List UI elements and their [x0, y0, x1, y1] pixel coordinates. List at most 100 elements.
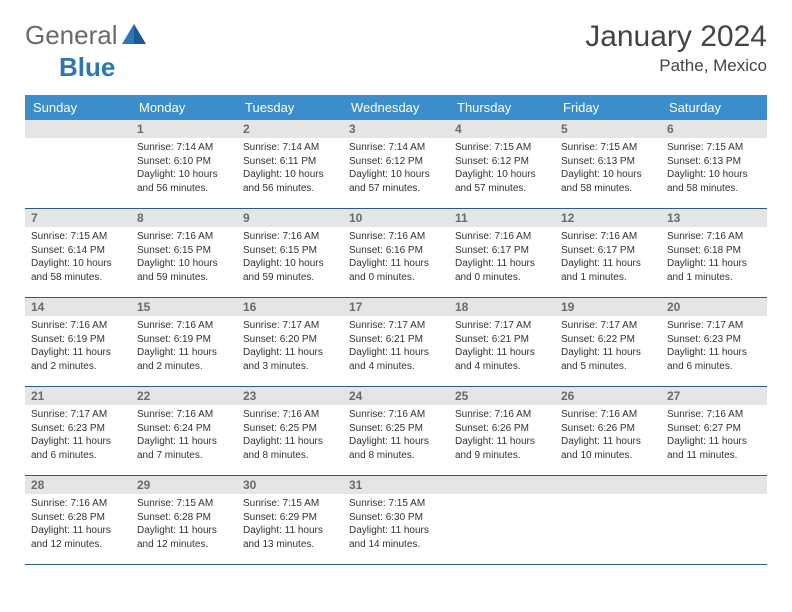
day-body: Sunrise: 7:16 AMSunset: 6:17 PMDaylight:… [555, 227, 661, 290]
calendar-day-cell: 21Sunrise: 7:17 AMSunset: 6:23 PMDayligh… [25, 387, 131, 476]
day-number: 5 [555, 120, 661, 138]
calendar-day-cell: 23Sunrise: 7:16 AMSunset: 6:25 PMDayligh… [237, 387, 343, 476]
calendar-day-cell: 27Sunrise: 7:16 AMSunset: 6:27 PMDayligh… [661, 387, 767, 476]
day-number: 29 [131, 476, 237, 494]
day-body: Sunrise: 7:16 AMSunset: 6:15 PMDaylight:… [237, 227, 343, 290]
day-number: 12 [555, 209, 661, 227]
day-body: Sunrise: 7:16 AMSunset: 6:19 PMDaylight:… [25, 316, 131, 379]
calendar-day-cell [555, 476, 661, 565]
calendar-day-cell: 2Sunrise: 7:14 AMSunset: 6:11 PMDaylight… [237, 120, 343, 209]
weekday-header-row: SundayMondayTuesdayWednesdayThursdayFrid… [25, 95, 767, 120]
day-body: Sunrise: 7:14 AMSunset: 6:12 PMDaylight:… [343, 138, 449, 201]
day-number: 3 [343, 120, 449, 138]
day-number: 7 [25, 209, 131, 227]
day-body: Sunrise: 7:16 AMSunset: 6:15 PMDaylight:… [131, 227, 237, 290]
day-body: Sunrise: 7:15 AMSunset: 6:13 PMDaylight:… [661, 138, 767, 201]
weekday-header: Friday [555, 95, 661, 120]
calendar-day-cell: 16Sunrise: 7:17 AMSunset: 6:20 PMDayligh… [237, 298, 343, 387]
day-body: Sunrise: 7:17 AMSunset: 6:23 PMDaylight:… [661, 316, 767, 379]
day-number: 31 [343, 476, 449, 494]
month-title: January 2024 [585, 20, 767, 54]
day-number: 6 [661, 120, 767, 138]
day-body: Sunrise: 7:17 AMSunset: 6:20 PMDaylight:… [237, 316, 343, 379]
calendar-day-cell: 14Sunrise: 7:16 AMSunset: 6:19 PMDayligh… [25, 298, 131, 387]
day-number: 9 [237, 209, 343, 227]
day-body: Sunrise: 7:16 AMSunset: 6:25 PMDaylight:… [343, 405, 449, 468]
weekday-header: Thursday [449, 95, 555, 120]
calendar-body: 1Sunrise: 7:14 AMSunset: 6:10 PMDaylight… [25, 120, 767, 565]
calendar-week-row: 21Sunrise: 7:17 AMSunset: 6:23 PMDayligh… [25, 387, 767, 476]
logo-triangle-icon [122, 22, 146, 44]
day-number: 2 [237, 120, 343, 138]
day-number: 4 [449, 120, 555, 138]
calendar-day-cell: 3Sunrise: 7:14 AMSunset: 6:12 PMDaylight… [343, 120, 449, 209]
day-number: 30 [237, 476, 343, 494]
logo-text-blue: Blue [59, 52, 115, 82]
calendar-week-row: 14Sunrise: 7:16 AMSunset: 6:19 PMDayligh… [25, 298, 767, 387]
day-number: 20 [661, 298, 767, 316]
day-number: 8 [131, 209, 237, 227]
day-body: Sunrise: 7:14 AMSunset: 6:11 PMDaylight:… [237, 138, 343, 201]
calendar-day-cell: 4Sunrise: 7:15 AMSunset: 6:12 PMDaylight… [449, 120, 555, 209]
weekday-header: Monday [131, 95, 237, 120]
calendar-week-row: 7Sunrise: 7:15 AMSunset: 6:14 PMDaylight… [25, 209, 767, 298]
day-number: 19 [555, 298, 661, 316]
calendar-table: SundayMondayTuesdayWednesdayThursdayFrid… [25, 95, 767, 565]
weekday-header: Sunday [25, 95, 131, 120]
calendar-day-cell: 22Sunrise: 7:16 AMSunset: 6:24 PMDayligh… [131, 387, 237, 476]
calendar-day-cell: 17Sunrise: 7:17 AMSunset: 6:21 PMDayligh… [343, 298, 449, 387]
day-body: Sunrise: 7:14 AMSunset: 6:10 PMDaylight:… [131, 138, 237, 201]
calendar-day-cell: 8Sunrise: 7:16 AMSunset: 6:15 PMDaylight… [131, 209, 237, 298]
day-body: Sunrise: 7:16 AMSunset: 6:17 PMDaylight:… [449, 227, 555, 290]
day-number: 21 [25, 387, 131, 405]
weekday-header: Tuesday [237, 95, 343, 120]
calendar-day-cell: 15Sunrise: 7:16 AMSunset: 6:19 PMDayligh… [131, 298, 237, 387]
day-body: Sunrise: 7:17 AMSunset: 6:22 PMDaylight:… [555, 316, 661, 379]
day-body: Sunrise: 7:16 AMSunset: 6:18 PMDaylight:… [661, 227, 767, 290]
calendar-day-cell: 18Sunrise: 7:17 AMSunset: 6:21 PMDayligh… [449, 298, 555, 387]
calendar-day-cell [661, 476, 767, 565]
calendar-day-cell: 26Sunrise: 7:16 AMSunset: 6:26 PMDayligh… [555, 387, 661, 476]
day-number: 22 [131, 387, 237, 405]
day-body: Sunrise: 7:16 AMSunset: 6:28 PMDaylight:… [25, 494, 131, 557]
calendar-day-cell: 20Sunrise: 7:17 AMSunset: 6:23 PMDayligh… [661, 298, 767, 387]
day-number: 28 [25, 476, 131, 494]
day-body: Sunrise: 7:16 AMSunset: 6:25 PMDaylight:… [237, 405, 343, 468]
day-number: 18 [449, 298, 555, 316]
calendar-day-cell: 10Sunrise: 7:16 AMSunset: 6:16 PMDayligh… [343, 209, 449, 298]
day-number: 14 [25, 298, 131, 316]
calendar-day-cell: 24Sunrise: 7:16 AMSunset: 6:25 PMDayligh… [343, 387, 449, 476]
day-body: Sunrise: 7:16 AMSunset: 6:16 PMDaylight:… [343, 227, 449, 290]
calendar-day-cell: 30Sunrise: 7:15 AMSunset: 6:29 PMDayligh… [237, 476, 343, 565]
calendar-day-cell: 7Sunrise: 7:15 AMSunset: 6:14 PMDaylight… [25, 209, 131, 298]
day-body: Sunrise: 7:15 AMSunset: 6:29 PMDaylight:… [237, 494, 343, 557]
day-number: 13 [661, 209, 767, 227]
calendar-day-cell: 12Sunrise: 7:16 AMSunset: 6:17 PMDayligh… [555, 209, 661, 298]
day-body: Sunrise: 7:17 AMSunset: 6:23 PMDaylight:… [25, 405, 131, 468]
day-number: 26 [555, 387, 661, 405]
weekday-header: Saturday [661, 95, 767, 120]
logo-text-general: General [25, 20, 118, 51]
day-number: 17 [343, 298, 449, 316]
day-body: Sunrise: 7:15 AMSunset: 6:14 PMDaylight:… [25, 227, 131, 290]
calendar-day-cell: 28Sunrise: 7:16 AMSunset: 6:28 PMDayligh… [25, 476, 131, 565]
calendar-day-cell: 5Sunrise: 7:15 AMSunset: 6:13 PMDaylight… [555, 120, 661, 209]
day-body: Sunrise: 7:15 AMSunset: 6:28 PMDaylight:… [131, 494, 237, 557]
day-number-empty [449, 476, 555, 494]
day-body: Sunrise: 7:17 AMSunset: 6:21 PMDaylight:… [343, 316, 449, 379]
calendar-day-cell: 29Sunrise: 7:15 AMSunset: 6:28 PMDayligh… [131, 476, 237, 565]
day-number: 10 [343, 209, 449, 227]
calendar-day-cell: 31Sunrise: 7:15 AMSunset: 6:30 PMDayligh… [343, 476, 449, 565]
day-number: 15 [131, 298, 237, 316]
calendar-day-cell: 19Sunrise: 7:17 AMSunset: 6:22 PMDayligh… [555, 298, 661, 387]
calendar-day-cell [25, 120, 131, 209]
calendar-day-cell: 1Sunrise: 7:14 AMSunset: 6:10 PMDaylight… [131, 120, 237, 209]
day-number: 24 [343, 387, 449, 405]
calendar-day-cell [449, 476, 555, 565]
calendar-day-cell: 9Sunrise: 7:16 AMSunset: 6:15 PMDaylight… [237, 209, 343, 298]
calendar-week-row: 28Sunrise: 7:16 AMSunset: 6:28 PMDayligh… [25, 476, 767, 565]
day-number: 27 [661, 387, 767, 405]
day-body: Sunrise: 7:15 AMSunset: 6:30 PMDaylight:… [343, 494, 449, 557]
calendar-day-cell: 6Sunrise: 7:15 AMSunset: 6:13 PMDaylight… [661, 120, 767, 209]
day-body: Sunrise: 7:16 AMSunset: 6:27 PMDaylight:… [661, 405, 767, 468]
